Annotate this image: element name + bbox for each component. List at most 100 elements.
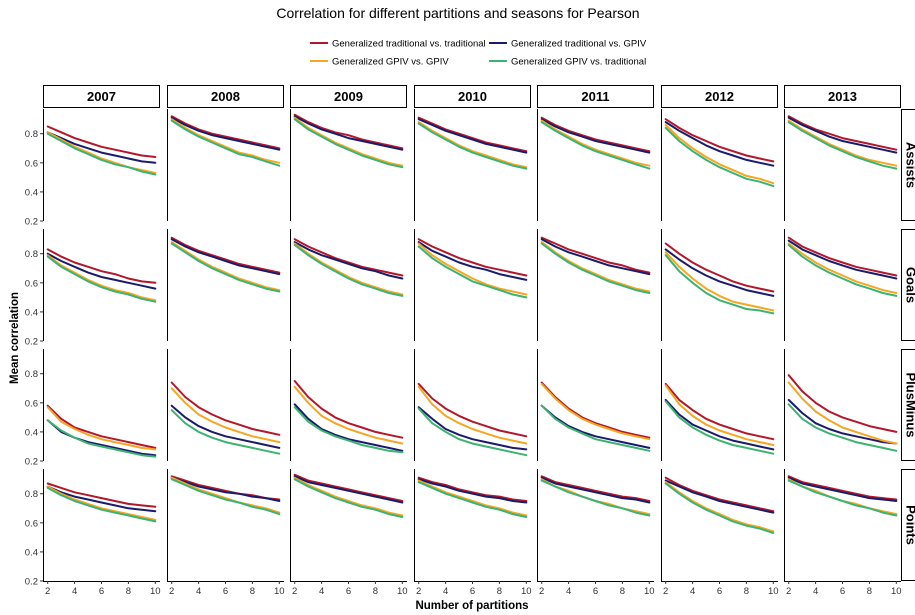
series-line-tt [46,248,157,284]
series-line-gt [170,478,281,516]
x-tick-label: 8 [867,586,872,597]
panel-points-2008: 2 4 6 8 10 [167,469,285,597]
panel-points-2012: 2 4 6 8 10 [661,469,779,597]
series-line-tt [664,476,775,513]
series-line-gg [787,381,898,445]
row-strip [901,469,915,581]
panel-goals-2012 [661,229,775,341]
series-line-tg [170,476,281,502]
series-line-gt [417,481,528,518]
series-line-tt [170,475,281,501]
series-line-gt [417,407,528,457]
y-tick-label: 0.2 [25,457,38,468]
row-strip [901,229,915,341]
series-line-tg [46,419,157,457]
series-line-tt [540,381,651,439]
panel-goals-2010 [414,229,528,341]
series-line-tt [664,382,775,441]
x-tick-label: 8 [126,586,131,597]
series-line-tg [293,241,404,280]
series-line-gg [417,121,528,169]
x-tick-label: 10 [521,586,532,597]
series-line-tt [787,374,898,433]
x-tick-label: 4 [566,586,571,597]
series-line-gt [787,244,898,297]
row-strip [901,109,915,221]
series-line-tg [170,404,281,449]
series-line-gg [170,118,281,164]
series-line-tg [46,252,157,290]
series-line-gt [46,132,157,176]
series-line-gg [170,476,281,514]
series-line-gg [787,242,898,294]
x-tick-label: 4 [196,586,201,597]
series-line-tt [540,236,651,274]
series-line-gt [540,242,651,294]
series-line-gt [46,486,157,523]
x-tick-label: 6 [99,586,104,597]
column-label: 2008 [211,89,240,104]
panel-assists-2012 [661,109,775,221]
x-tick-label: 10 [397,586,408,597]
series-line-gt [293,244,404,297]
x-tick-label: 10 [150,586,161,597]
series-line-gt [170,242,281,293]
x-tick-label: 8 [373,586,378,597]
column-label: 2012 [705,89,734,104]
y-tick-label: 0.8 [25,489,38,500]
series-line-tg [293,475,404,504]
x-tick-label: 10 [891,586,902,597]
y-tick-label: 0.4 [25,427,38,438]
series-line-tt [170,381,281,436]
panel-assists-2011 [537,109,651,221]
y-tick-label: 0.2 [25,577,38,588]
legend-label: Generalized traditional vs. GPIV [511,39,647,50]
row-strip [901,349,915,461]
y-tick-label: 0.8 [25,249,38,260]
panel-goals-2013 [784,229,898,341]
series-line-gt [170,409,281,455]
chart-title: Correlation for different partitions and… [276,5,639,21]
y-tick-label: 0.2 [25,337,38,348]
series-line-tg [417,406,528,451]
series-line-tt [417,476,528,502]
x-tick-label: 8 [250,586,255,597]
series-line-gg [293,242,404,296]
series-line-tg [293,403,404,452]
x-tick-label: 2 [786,586,791,597]
series-line-tt [664,242,775,293]
series-line-gt [293,478,404,518]
series-line-gg [46,254,157,302]
series-line-tg [540,476,651,504]
x-tick-label: 6 [840,586,845,597]
panel-assists-2010 [414,109,528,221]
y-tick-label: 0.2 [25,217,38,228]
series-line-gt [787,121,898,170]
legend-label: Generalized traditional vs. traditional [332,39,486,50]
x-tick-label: 8 [497,586,502,597]
series-line-gt [46,419,157,458]
panel-points-2011: 2 4 6 8 10 [537,469,655,597]
series-line-tg [540,238,651,276]
x-axis-title: Number of partitions [415,600,528,612]
column-strip [43,85,160,108]
series-line-gg [293,116,404,167]
series-line-gg [170,387,281,444]
legend: Generalized traditional vs. traditional G… [310,39,647,68]
panel-goals-2011 [537,229,651,341]
series-line-tg [417,118,528,154]
series-line-gg [664,481,775,533]
x-tick-label: 2 [539,586,544,597]
series-line-tt [293,473,404,502]
series-line-gt [787,403,898,452]
series-line-gg [540,382,651,441]
panel-assists-2013 [784,109,898,221]
series-line-tt [46,404,157,449]
column-strip [290,85,407,108]
x-tick-label: 2 [169,586,174,597]
series-line-tt [46,482,157,508]
series-line-gt [293,118,404,169]
series-line-gt [787,479,898,517]
series-line-gg [46,406,157,451]
